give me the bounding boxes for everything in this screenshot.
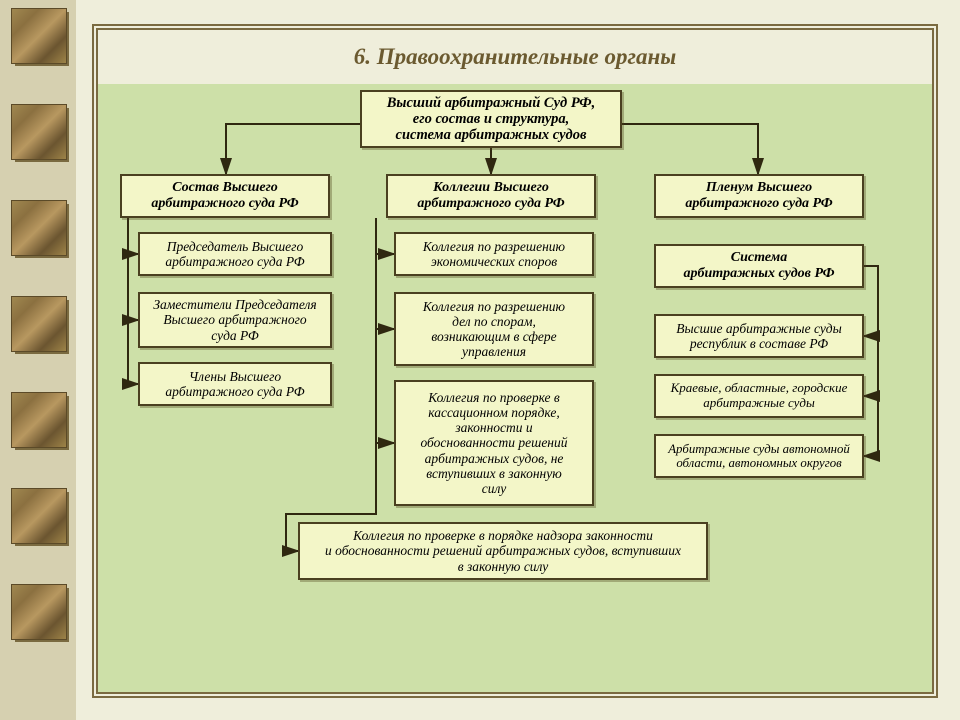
node-label: Пленум Высшего арбитражного суда РФ xyxy=(685,180,832,211)
edge-c2_head-c2_1 xyxy=(376,218,394,254)
node-label: Коллегии Высшего арбитражного суда РФ xyxy=(417,180,564,211)
tile-icon xyxy=(11,104,67,160)
tile-icon xyxy=(11,8,67,64)
node-c1_3: Члены Высшего арбитражного суда РФ xyxy=(138,362,332,406)
node-label: Члены Высшего арбитражного суда РФ xyxy=(165,369,304,399)
node-root: Высший арбитражный Суд РФ, его состав и … xyxy=(360,90,622,148)
node-c1_1: Председатель Высшего арбитражного суда Р… xyxy=(138,232,332,276)
node-label: Система арбитражных судов РФ xyxy=(683,250,834,281)
edge-sys-s3 xyxy=(864,288,878,456)
node-sys: Система арбитражных судов РФ xyxy=(654,244,864,288)
content-frame: 6. Правоохранительные органы Высший арби… xyxy=(92,24,938,698)
page-title: 6. Правоохранительные органы xyxy=(98,44,932,70)
node-label: Коллегия по проверке в порядке надзора з… xyxy=(325,528,681,573)
tile-icon xyxy=(11,200,67,256)
node-c3_head: Пленум Высшего арбитражного суда РФ xyxy=(654,174,864,218)
edge-root-c3_head xyxy=(622,124,758,174)
node-c2_1: Коллегия по разрешению экономических спо… xyxy=(394,232,594,276)
edge-c2_head-c2_2 xyxy=(376,218,394,329)
tile-icon xyxy=(11,584,67,640)
node-label: Состав Высшего арбитражного суда РФ xyxy=(151,180,298,211)
page-root: 6. Правоохранительные органы Высший арби… xyxy=(0,0,960,720)
node-label: Арбитражные суды автономной области, авт… xyxy=(668,442,850,471)
node-s3: Арбитражные суды автономной области, авт… xyxy=(654,434,864,478)
edge-c1_head-c1_2 xyxy=(128,218,138,320)
decorative-sidebar xyxy=(0,0,76,720)
edge-root-c1_head xyxy=(226,124,360,174)
edge-c1_head-c1_1 xyxy=(128,218,138,254)
tile-icon xyxy=(11,392,67,448)
node-label: Коллегия по разрешению экономических спо… xyxy=(423,239,565,269)
node-c1_head: Состав Высшего арбитражного суда РФ xyxy=(120,174,330,218)
edge-c2_head-c2_3 xyxy=(376,218,394,443)
node-c2_3: Коллегия по проверке в кассационном поря… xyxy=(394,380,594,506)
node-c2_2: Коллегия по разрешению дел по спорам, во… xyxy=(394,292,594,366)
node-label: Заместители Председателя Высшего арбитра… xyxy=(153,297,316,342)
node-c2_4: Коллегия по проверке в порядке надзора з… xyxy=(298,522,708,580)
node-label: Высший арбитражный Суд РФ, его состав и … xyxy=(387,95,596,144)
edge-sys-trunk xyxy=(864,266,878,288)
edge-sys-s2 xyxy=(864,288,878,396)
node-label: Коллегия по проверке в кассационном поря… xyxy=(420,390,567,496)
edge-sys-s1 xyxy=(864,288,878,336)
node-label: Краевые, областные, городские арбитражны… xyxy=(671,381,848,410)
edge-c1_head-c1_3 xyxy=(128,218,138,384)
node-label: Председатель Высшего арбитражного суда Р… xyxy=(165,239,304,269)
org-chart: Высший арбитражный Суд РФ, его состав и … xyxy=(98,84,932,692)
tile-icon xyxy=(11,296,67,352)
node-c2_head: Коллегии Высшего арбитражного суда РФ xyxy=(386,174,596,218)
node-label: Коллегия по разрешению дел по спорам, во… xyxy=(423,299,565,359)
node-c1_2: Заместители Председателя Высшего арбитра… xyxy=(138,292,332,348)
node-s2: Краевые, областные, городские арбитражны… xyxy=(654,374,864,418)
tile-icon xyxy=(11,488,67,544)
node-s1: Высшие арбитражные суды республик в сост… xyxy=(654,314,864,358)
node-label: Высшие арбитражные суды республик в сост… xyxy=(676,321,842,351)
